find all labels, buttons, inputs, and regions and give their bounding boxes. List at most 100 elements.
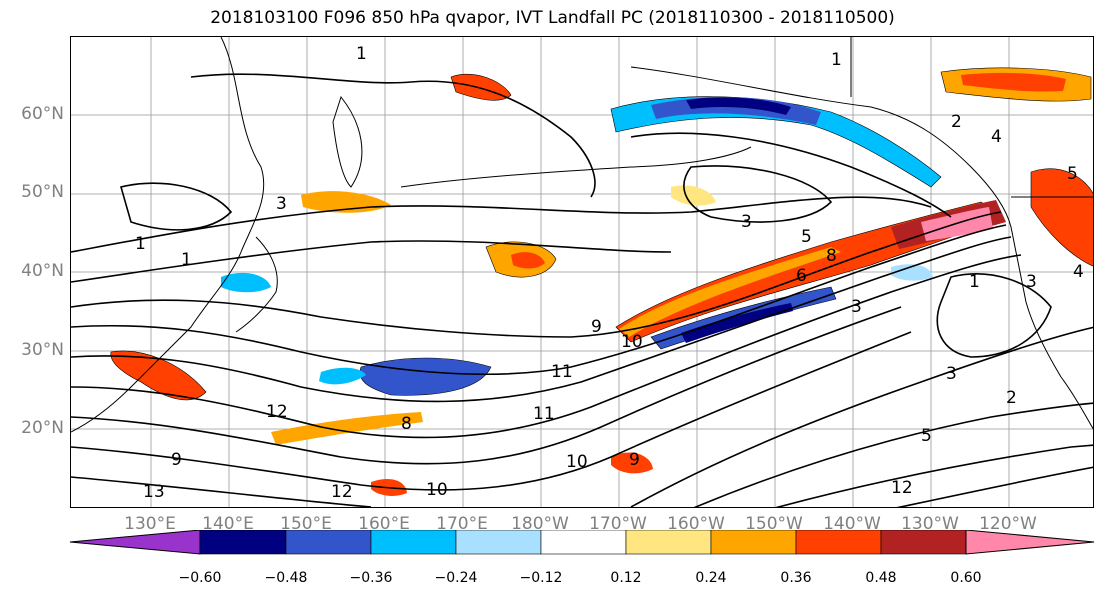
colorbar-low-extend (69, 530, 201, 555)
subtropical-negative-halo (319, 367, 366, 385)
contour-label: 13 (143, 482, 165, 502)
ivt-contours (71, 73, 1093, 507)
colorbar-tick: −0.48 (264, 570, 308, 586)
contour-line-18 (120, 182, 233, 231)
contour-label: 4 (1073, 262, 1084, 282)
lon-label-130e: 130°E (124, 514, 176, 534)
lon-label-140e: 140°E (202, 514, 254, 534)
contour-label: 8 (826, 246, 837, 266)
contour-label: 10 (621, 332, 643, 352)
contour-label: 8 (401, 414, 412, 434)
colorbar-seg (880, 530, 967, 555)
contour-line-5 (71, 236, 1012, 403)
colorbar-high-extend (965, 530, 1095, 555)
contour-line-4 (71, 224, 1007, 375)
graticule (71, 37, 1093, 507)
lon-label-140w: 140°W (823, 514, 881, 534)
north-america-west-coast (1010, 226, 1093, 430)
colorbar-tick: 0.60 (950, 570, 982, 586)
contour-label: 11 (551, 362, 573, 382)
contour-label: 2 (951, 112, 962, 132)
small-negative-1 (221, 272, 271, 293)
contour-label: 2 (1006, 388, 1017, 408)
small-negative-2 (891, 264, 933, 281)
colorbar-seg (795, 530, 882, 555)
colorbar-tick: −0.36 (349, 570, 393, 586)
contour-label: 3 (946, 364, 957, 384)
positive-streak-south (271, 412, 423, 445)
contour-label: 9 (591, 317, 602, 337)
lat-label-60n: 60°N (21, 104, 64, 124)
contour-line-11 (693, 402, 1093, 507)
colorbar-tick: 0.48 (865, 570, 897, 586)
contour-label: 1 (969, 272, 980, 292)
contour-line-16 (936, 273, 1052, 358)
contour-line-6 (71, 254, 1022, 439)
lat-label-20n: 20°N (21, 418, 64, 438)
lon-label-160w: 160°W (667, 514, 725, 534)
contour-label: 11 (533, 404, 555, 424)
contour-label: 12 (891, 478, 913, 498)
contour-line-17 (683, 165, 833, 223)
aleutian-chain (400, 146, 752, 188)
contour-label: 3 (1026, 272, 1037, 292)
western-positive-blob (110, 350, 207, 401)
contour-label: 1 (356, 44, 367, 64)
lon-label-160e: 160°E (358, 514, 410, 534)
japan-islands (235, 236, 278, 333)
contour-label: 4 (991, 127, 1002, 147)
contour-line-15 (630, 132, 952, 218)
subtropical-negative-blob (359, 357, 492, 396)
lon-label-130w: 130°W (901, 514, 959, 534)
lon-label-120w: 120°W (979, 514, 1037, 534)
contour-label: 6 (796, 266, 807, 286)
strong-negative-core (681, 303, 793, 343)
colorbar-tick: 0.24 (695, 570, 727, 586)
contour-label: 5 (1067, 164, 1078, 184)
lon-label-170e: 170°E (436, 514, 488, 534)
coastlines (71, 37, 1093, 433)
contour-line-13 (896, 466, 1093, 507)
northern-negative-max (686, 97, 791, 115)
colorbar-tick: 0.12 (610, 570, 642, 586)
map-title: 2018103100 F096 850 hPa qvapor, IVT Land… (210, 8, 895, 28)
contour-label: 1 (831, 50, 842, 70)
contour-label: 3 (741, 212, 752, 232)
contour-line-9 (71, 476, 372, 507)
lon-label-170w: 170°W (589, 514, 647, 534)
contour-line-1 (71, 196, 932, 253)
colorbar-seg (540, 530, 627, 555)
contour-label: 5 (921, 426, 932, 446)
alaska-coast (630, 66, 1012, 228)
lat-label-50n: 50°N (21, 182, 64, 202)
positive-anomaly-band-edge (619, 247, 841, 337)
map-canvas: 1 3 1 3 1 5 8 6 3 1 3 4 5 11 10 9 3 2 5 … (71, 37, 1093, 507)
contour-line-14 (190, 73, 596, 198)
map-panel: 1 3 1 3 1 5 8 6 3 1 3 4 5 11 10 9 3 2 5 … (70, 36, 1094, 508)
colorbar-seg (199, 530, 287, 555)
east-coast-positive (1030, 168, 1093, 267)
colorbar-seg (285, 530, 372, 555)
positive-blob-north (450, 73, 512, 101)
contour-label: 3 (276, 194, 287, 214)
contour-label: 10 (426, 480, 448, 500)
lat-label-40n: 40°N (21, 261, 64, 281)
filled-anomaly-patches (110, 67, 1093, 496)
contour-label: 9 (171, 450, 182, 470)
small-positive-2 (671, 185, 716, 206)
lon-label-180w: 180°W (511, 514, 569, 534)
kamchatka (332, 95, 363, 188)
lat-label-30n: 30°N (21, 340, 64, 360)
lon-label-150w: 150°W (745, 514, 803, 534)
contour-label: 10 (566, 452, 588, 472)
colorbar (69, 530, 1095, 555)
colorbar-tick: −0.12 (519, 570, 563, 586)
contour-label: 5 (801, 227, 812, 247)
contour-label: 12 (331, 482, 353, 502)
contour-line-3 (71, 211, 1002, 338)
contour-label: 1 (181, 250, 192, 270)
contour-line-2 (71, 240, 672, 283)
east-asia-coast (71, 37, 265, 433)
colorbar-tick: −0.60 (178, 570, 222, 586)
colorbar-seg (455, 530, 542, 555)
